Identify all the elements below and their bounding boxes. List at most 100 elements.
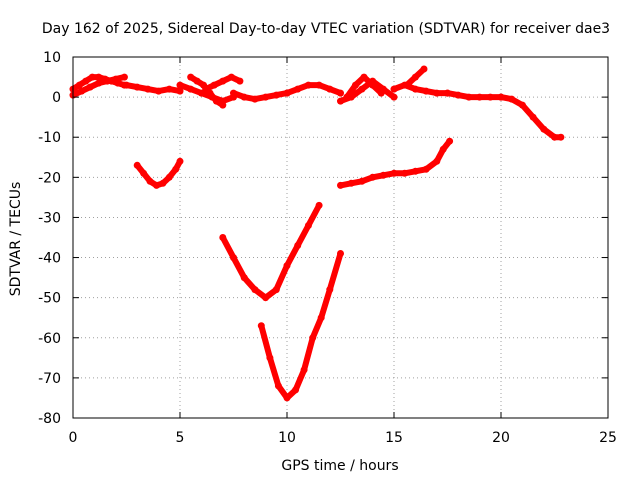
data-point (219, 77, 227, 85)
data-point (358, 85, 366, 93)
data-point (540, 125, 548, 133)
data-point (193, 77, 201, 85)
y-tick-label: -70 (38, 371, 61, 387)
data-point (133, 161, 141, 169)
data-point (187, 73, 195, 81)
data-point (230, 89, 237, 97)
data-point (78, 87, 86, 95)
series-line (219, 202, 323, 301)
grid-layer (73, 57, 608, 418)
y-tick-label: -50 (38, 291, 61, 307)
data-point (172, 165, 180, 173)
y-axis-label: SDTVAR / TECUs (8, 182, 24, 297)
y-tick-label: 0 (52, 90, 61, 106)
data-point (401, 169, 409, 177)
data-point (262, 294, 270, 302)
data-point (315, 201, 323, 209)
data-point (390, 169, 398, 177)
data-point (411, 167, 419, 175)
data-point (422, 87, 430, 95)
data-point (337, 97, 344, 105)
data-point (283, 89, 291, 97)
data-point (304, 81, 312, 89)
y-tick-label: -60 (38, 331, 61, 347)
data-point (369, 173, 377, 181)
data-point (343, 93, 351, 101)
data-layer (69, 65, 565, 402)
series-rise-12.5-17.5 (337, 137, 454, 189)
x-tick-label: 5 (176, 430, 185, 446)
data-point (369, 81, 377, 89)
data-point (165, 85, 173, 93)
series-arc-6-8 (202, 73, 244, 93)
y-tick-label: -80 (38, 411, 61, 427)
data-point (422, 165, 430, 173)
y-tick-label: 10 (43, 50, 61, 66)
data-point (304, 222, 312, 229)
data-point (433, 89, 441, 97)
data-point (390, 85, 398, 93)
data-point (88, 73, 96, 81)
data-point (326, 286, 334, 294)
data-point (403, 81, 411, 89)
data-point (240, 274, 248, 282)
x-tick-label: 0 (69, 430, 78, 446)
series-dip-3-5 (133, 157, 184, 189)
data-point (300, 366, 308, 374)
series-arc-8.8-12.5 (257, 250, 344, 402)
data-point (337, 250, 344, 257)
x-tick-label: 25 (599, 430, 617, 446)
data-point (454, 91, 462, 99)
data-point (551, 133, 558, 141)
data-point (212, 97, 220, 105)
data-point (272, 91, 280, 99)
y-tick-label: -30 (38, 210, 61, 226)
series-line (258, 250, 344, 401)
data-point (337, 89, 344, 97)
data-point (390, 93, 398, 101)
data-point (146, 177, 154, 185)
series-band-17.5-20 (444, 89, 505, 101)
series-arc-13-14.5 (343, 73, 385, 101)
data-point (292, 386, 300, 394)
data-point (411, 85, 419, 93)
data-point (210, 81, 218, 89)
data-point (176, 157, 184, 165)
x-tick-label: 10 (278, 430, 296, 446)
data-point (133, 83, 141, 91)
data-point (379, 171, 387, 179)
series-decline-20-23 (497, 93, 565, 141)
data-point (326, 85, 334, 93)
data-point (294, 242, 302, 249)
data-point (444, 89, 451, 97)
data-point (112, 75, 120, 83)
data-point (518, 101, 526, 109)
data-point (283, 262, 291, 270)
data-point (165, 173, 173, 181)
x-tick-label: 15 (385, 430, 403, 446)
series-band-7.5-10 (230, 89, 291, 103)
data-point (317, 314, 325, 322)
data-point (95, 73, 103, 81)
data-point (240, 93, 248, 101)
data-point (251, 95, 259, 103)
series-arc-15.5-16.5 (403, 65, 428, 89)
data-point (230, 254, 237, 262)
data-point (266, 354, 274, 362)
data-point (82, 77, 90, 85)
data-point (360, 73, 368, 81)
data-point (123, 81, 130, 89)
data-point (309, 334, 317, 342)
data-point (257, 322, 265, 330)
data-point (103, 77, 111, 85)
ticks-layer: 0 5 10 15 20 25 10 0 -10 -20 -30 -40 -50 -60 -70 -80 (38, 50, 617, 446)
data-point (251, 286, 259, 294)
data-point (153, 181, 160, 189)
data-point (529, 113, 537, 121)
data-point (155, 87, 163, 95)
y-tick-label: -20 (38, 170, 61, 186)
chart-title: Day 162 of 2025, Sidereal Day-to-day VTE… (42, 21, 610, 37)
data-point (337, 181, 344, 189)
data-point (140, 169, 148, 177)
